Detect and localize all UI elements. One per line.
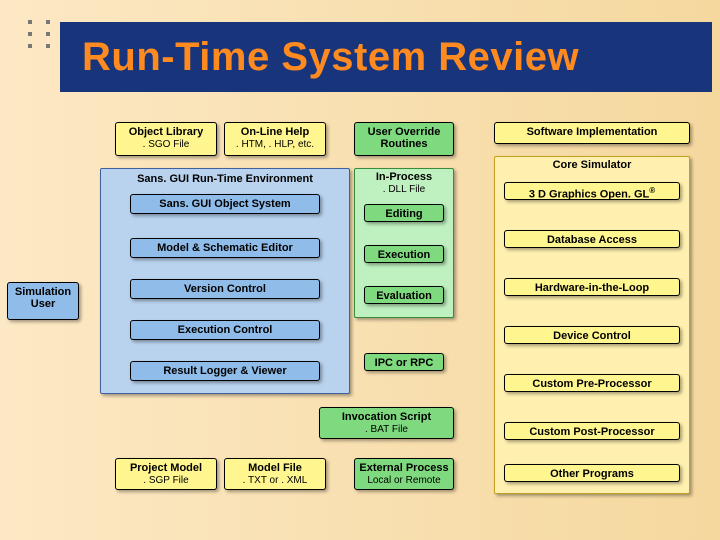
pre-processor-box: Custom Pre-Processor (504, 374, 680, 392)
online-help-box: On-Line Help . HTM, . HLP, etc. (224, 122, 326, 156)
post-processor-box: Custom Post-Processor (504, 422, 680, 440)
version-control-box: Version Control (130, 279, 320, 299)
object-library-box: Object Library . SGO File (115, 122, 217, 156)
editing-box: Editing (364, 204, 444, 222)
model-file-box: Model File . TXT or . XML (224, 458, 326, 490)
simulation-user-box: Simulation User (7, 282, 79, 320)
execution-control-box: Execution Control (130, 320, 320, 340)
runtime-env-title: Sans. GUI Run-Time Environment (107, 171, 343, 187)
simulation-user-label: Simulation User (12, 286, 74, 310)
diagram: Simulation User Object Library . SGO Fil… (0, 100, 720, 540)
database-access-box: Database Access (504, 230, 680, 248)
project-model-box: Project Model . SGP File (115, 458, 217, 490)
device-control-box: Device Control (504, 326, 680, 344)
software-implementation-box: Software Implementation (494, 122, 690, 144)
ipc-rpc-box: IPC or RPC (364, 353, 444, 371)
core-simulator-title: Core Simulator (498, 159, 686, 171)
title-bar: Run-Time System Review (60, 22, 712, 92)
core-simulator-panel (494, 156, 690, 494)
slide-title: Run-Time System Review (82, 35, 579, 80)
inprocess-title: In-Process (358, 171, 450, 183)
registered-icon: ® (649, 186, 655, 195)
model-editor-box: Model & Schematic Editor (130, 238, 320, 258)
inprocess-sub: . DLL File (358, 184, 450, 195)
object-system-box: Sans. GUI Object System (130, 194, 320, 214)
invocation-script-box: Invocation Script . BAT File (319, 407, 454, 439)
result-logger-box: Result Logger & Viewer (130, 361, 320, 381)
opengl-box: 3 D Graphics Open. GL® (504, 182, 680, 200)
user-override-box: User Override Routines (354, 122, 454, 156)
other-programs-box: Other Programs (504, 464, 680, 482)
hardware-in-loop-box: Hardware-in-the-Loop (504, 278, 680, 296)
evaluation-box: Evaluation (364, 286, 444, 304)
external-process-box: External Process Local or Remote (354, 458, 454, 490)
execution-box: Execution (364, 245, 444, 263)
